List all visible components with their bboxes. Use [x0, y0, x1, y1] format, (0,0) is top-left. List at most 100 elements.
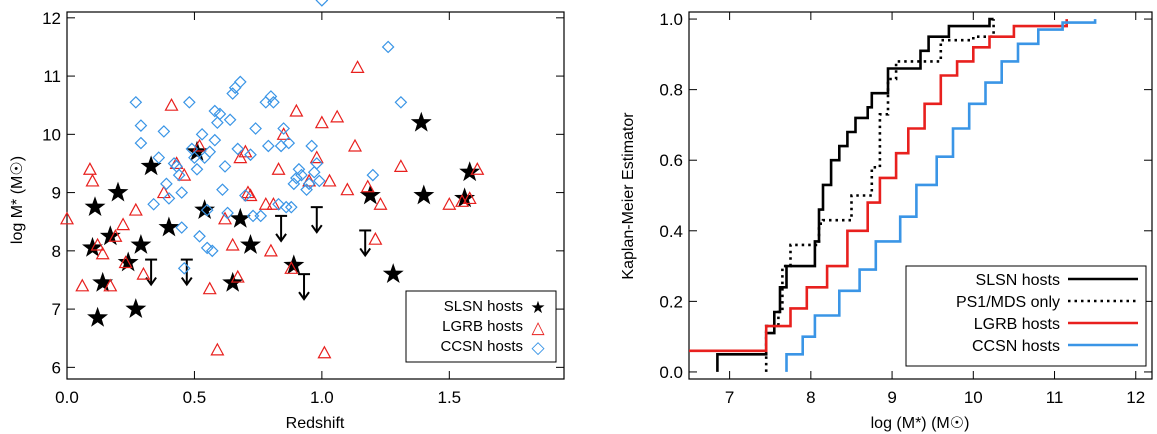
lgrb-triangle-marker: [128, 202, 143, 216]
ccsn-diamond-marker: [312, 174, 326, 188]
lgrb-triangle-marker: [276, 127, 291, 140]
ccsn-diamond-marker: [152, 151, 166, 164]
y-tick-label: 1.0: [659, 10, 683, 29]
km-legend-label-slsn: SLSN hosts: [976, 272, 1060, 289]
ccsn-diamond-marker: [302, 177, 316, 191]
ccsn-diamond-marker: [307, 165, 321, 179]
ccsn-diamond-marker: [228, 81, 242, 95]
km-curve-lgrb: [689, 19, 1068, 353]
x-tick-label: 11: [1046, 388, 1064, 407]
lgrb-triangle-marker: [350, 60, 365, 73]
slsn-star-marker: [130, 234, 152, 254]
slsn-star-marker: [99, 225, 121, 246]
y-tick-label: 11: [43, 67, 61, 86]
km-curve-ps1: [764, 19, 995, 372]
x-tick-label: 8: [806, 388, 815, 407]
scatter-panel: 0.0 0.5 1.0 1.5 6 7 8 9 10 11 12 Redshift log M* (…: [9, 0, 565, 432]
ccsn-diamond-marker: [157, 125, 171, 138]
slsn-star-marker: [107, 181, 129, 202]
lgrb-triangle-marker: [373, 196, 388, 210]
ccsn-diamond-marker: [195, 127, 209, 141]
km-y-axis-label: Kaplan-Meier Estimator: [620, 112, 637, 280]
y-tick-label: 7: [52, 300, 61, 319]
lgrb-triangle-marker: [368, 231, 383, 245]
x-tick-label: 0.5: [183, 388, 207, 407]
ccsn-diamond-marker: [226, 87, 240, 100]
ccsn-diamond-marker: [305, 139, 319, 153]
x-tick-label: 12: [1126, 388, 1145, 407]
lgrb-triangle-marker: [95, 246, 110, 260]
scatter-legend-box: [405, 290, 557, 363]
lgrb-triangle-marker: [192, 138, 207, 152]
x-tick-label: 1.5: [437, 388, 461, 407]
y-tick-label: 0.2: [659, 292, 683, 311]
y-tick-label: 0.0: [659, 363, 683, 382]
slsn-star-marker: [359, 184, 381, 205]
slsn-star-marker: [283, 254, 305, 275]
slsn-star-marker: [382, 263, 404, 283]
lgrb-triangle-marker: [330, 109, 345, 123]
ccsn-diamond-marker: [287, 177, 301, 191]
upper-limit-arrowhead: [180, 276, 193, 287]
ccsn-diamond-marker: [221, 206, 234, 220]
lgrb-triangle-marker: [116, 217, 131, 231]
x-tick-label: 0.0: [55, 388, 79, 407]
upper-limit-arrowhead: [359, 247, 372, 258]
slsn-star-marker: [410, 111, 432, 132]
slsn-star-marker: [82, 236, 103, 257]
y-tick-label: 8: [52, 242, 61, 261]
ccsn-diamond-marker: [254, 209, 268, 223]
lgrb-triangle-marker: [230, 269, 245, 283]
ccsn-diamond-marker: [188, 151, 201, 164]
slsn-star-marker: [454, 187, 476, 208]
legend-label-ccsn: CCSN hosts: [440, 338, 523, 355]
lgrb-triangle-marker: [309, 150, 324, 164]
km-marks: [689, 17, 1097, 372]
x-tick-label: 7: [725, 388, 734, 407]
legend-symbol-star: ★: [530, 298, 545, 317]
ccsn-diamond-marker: [223, 113, 237, 127]
ccsn-diamond-marker: [213, 107, 227, 121]
upper-limit-arrowhead: [145, 276, 157, 287]
y-tick-label: 6: [52, 358, 61, 377]
lgrb-triangle-marker: [317, 345, 332, 359]
slsn-star-marker: [240, 234, 261, 254]
scatter-plot-frame: [66, 11, 565, 380]
ccsn-diamond-marker: [290, 171, 303, 185]
ccsn-diamond-marker: [211, 116, 224, 130]
ccsn-diamond-marker: [239, 189, 252, 202]
ccsn-diamond-marker: [264, 90, 278, 103]
ccsn-diamond-marker: [259, 95, 273, 109]
lgrb-triangle-marker: [90, 237, 105, 251]
ccsn-diamond-marker: [394, 95, 408, 109]
ccsn-diamond-marker: [277, 122, 290, 135]
ccsn-diamond-marker: [175, 186, 189, 199]
ccsn-diamond-marker: [262, 139, 275, 153]
lgrb-triangle-marker: [258, 196, 273, 210]
ccsn-diamond-marker: [267, 95, 280, 109]
ccsn-diamond-marker: [190, 162, 204, 176]
legend-label-slsn: SLSN hosts: [444, 298, 523, 315]
ccsn-diamond-marker: [284, 200, 298, 214]
lgrb-triangle-marker: [289, 103, 304, 117]
lgrb-triangle-marker: [177, 167, 192, 181]
ccsn-diamond-marker: [282, 136, 296, 150]
lgrb-triangle-marker: [322, 173, 337, 187]
ccsn-diamond-marker: [292, 162, 306, 176]
km-legend-label-ps1: PS1/MDS only: [956, 294, 1060, 311]
ccsn-diamond-marker: [249, 122, 262, 135]
ccsn-diamond-marker: [310, 157, 324, 170]
km-plot-frame: [688, 11, 1153, 380]
x-tick-label: 1.0: [310, 388, 334, 407]
ccsn-diamond-marker: [315, 0, 329, 7]
scatter-marks: [59, 0, 485, 359]
ccsn-diamond-marker: [205, 244, 219, 258]
y-tick-label: 10: [42, 125, 61, 144]
ccsn-diamond-marker: [295, 168, 308, 182]
ccsn-diamond-marker: [177, 261, 191, 275]
upper-limit-arrowhead: [275, 233, 287, 243]
lgrb-triangle-marker: [243, 188, 258, 202]
slsn-star-marker: [158, 216, 180, 237]
km-curve-slsn: [716, 17, 994, 372]
